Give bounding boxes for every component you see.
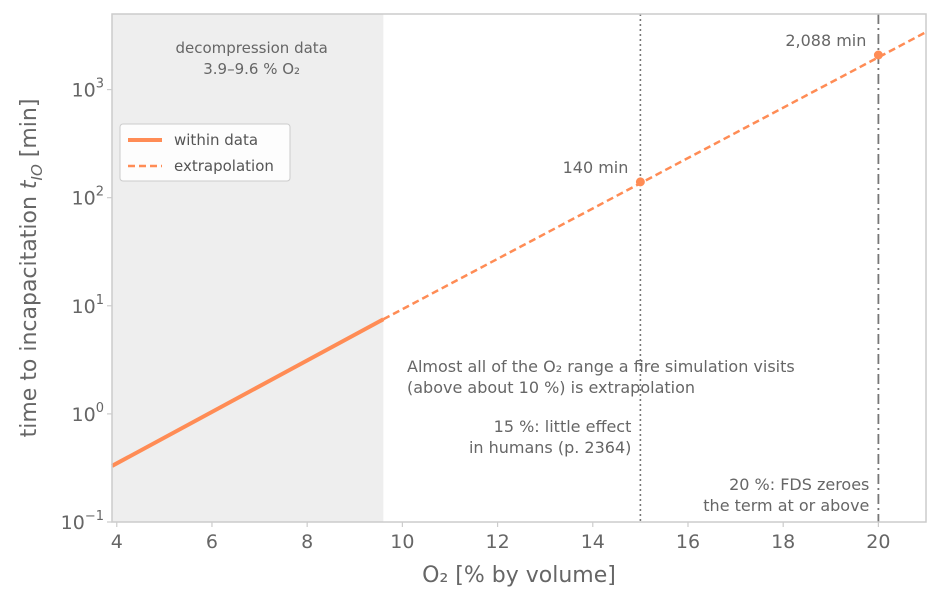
point-15 (635, 177, 645, 187)
extrapolation-note-line1: Almost all of the O₂ range a fire simula… (407, 357, 795, 376)
legend-box (119, 123, 291, 182)
y-tick-label: 101 (72, 293, 104, 318)
legend: within data extrapolation (119, 123, 291, 182)
legend-label-within-data: within data (174, 131, 258, 149)
x-tick-label: 14 (581, 531, 605, 553)
point-label-15: 140 min (563, 158, 629, 177)
vline-20-label-line2: the term at or above (703, 496, 869, 515)
point-20 (873, 50, 883, 60)
shaded-region (112, 14, 384, 522)
vline-15-label-line2: in humans (p. 2364) (469, 438, 631, 457)
plot-frame (111, 13, 927, 523)
y-tick-label: 10−1 (61, 509, 104, 534)
vline-15-label-line1: 15 %: little effect (494, 417, 632, 436)
extrapolation-note-line2: (above about 10 %) is extrapolation (407, 378, 695, 397)
x-tick-label: 18 (771, 531, 795, 553)
x-tick-label: 8 (301, 531, 313, 553)
y-tick-label: 103 (72, 77, 104, 102)
x-tick-label: 16 (676, 531, 700, 553)
series-line-extrapolation (382, 31, 927, 321)
point-label-20: 2,088 min (785, 31, 866, 50)
shaded-region-label-line2: 3.9–9.6 % O₂ (203, 60, 300, 78)
x-tick-label: 10 (390, 531, 414, 553)
y-tick-label: 100 (72, 401, 104, 426)
x-tick-label: 6 (206, 531, 218, 553)
shaded-region-label-line1: decompression data (175, 39, 327, 57)
vline-20-label-line1: 20 %: FDS zeroes (729, 475, 869, 494)
y-axis-label: time to incapacitation tIO [min] (17, 99, 46, 438)
x-tick-label: 20 (866, 531, 890, 553)
x-tick-label: 12 (485, 531, 509, 553)
legend-label-extrapolation: extrapolation (174, 157, 274, 175)
y-tick-label: 102 (72, 185, 104, 210)
series-line-within-data (111, 317, 385, 468)
x-axis-label: O₂ [% by volume] (422, 563, 616, 588)
x-tick-label: 4 (111, 531, 123, 553)
